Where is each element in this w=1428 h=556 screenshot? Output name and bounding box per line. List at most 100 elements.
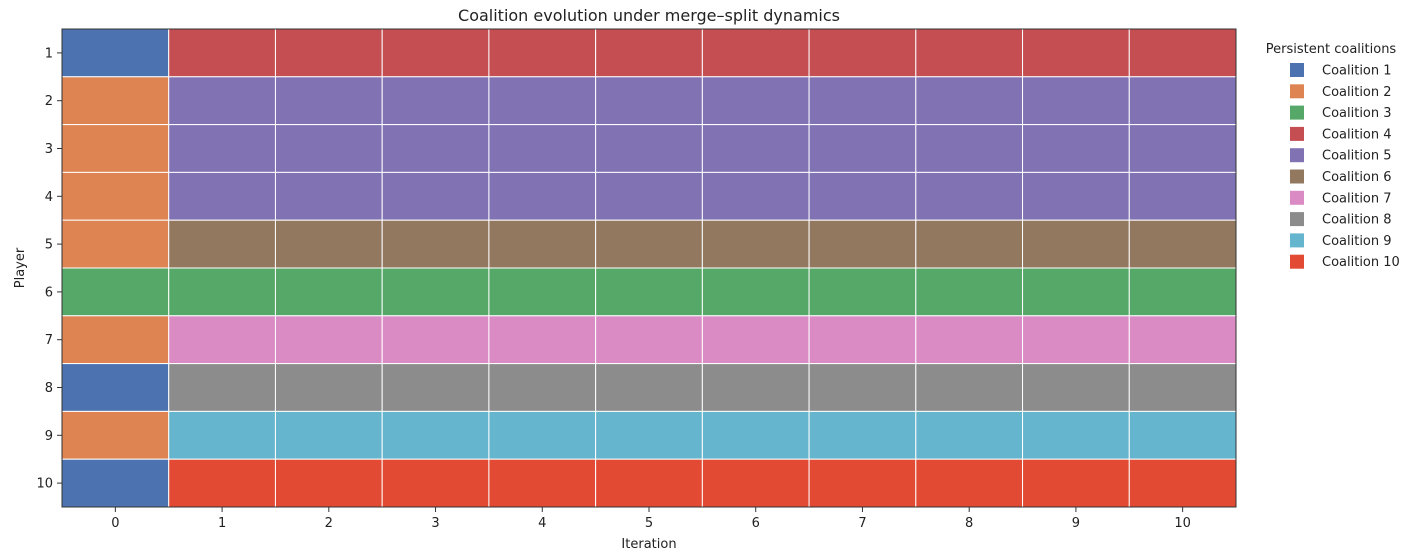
heatmap-cell [808, 267, 917, 317]
heatmap-cell [1022, 363, 1130, 412]
legend-label: Coalition 1 [1322, 64, 1392, 79]
heatmap-cell [168, 315, 276, 365]
heatmap-cell [61, 363, 170, 412]
heatmap-cell [808, 124, 917, 173]
heatmap-cell [595, 458, 703, 508]
heatmap-cell [1022, 124, 1130, 173]
heatmap-cell [274, 219, 383, 269]
heatmap-cell [274, 171, 383, 221]
heatmap-cell [274, 76, 383, 126]
heatmap-cell [808, 458, 917, 508]
heatmap-cell [1128, 124, 1237, 173]
y-tick-label: 7 [45, 333, 53, 348]
heatmap-cell [274, 315, 383, 365]
legend-label: Coalition 4 [1322, 127, 1392, 142]
legend-swatch [1290, 233, 1304, 248]
heatmap-cell [381, 28, 490, 78]
heatmap-cell [1128, 315, 1237, 365]
legend-entries: Coalition 1 Coalition 2 Coalition 3 Coaliti… [1290, 63, 1400, 270]
heatmap-cell [488, 171, 597, 221]
x-axis-label: Iteration [621, 537, 676, 552]
heatmap-cell [488, 363, 597, 412]
x-tick-label: 8 [965, 516, 973, 531]
heatmap-cell [381, 76, 490, 126]
heatmap-cell [381, 219, 490, 269]
heatmap-cell [915, 171, 1024, 221]
heatmap-cell [701, 124, 810, 173]
heatmap-cell [701, 219, 810, 269]
heatmap-cell [701, 171, 810, 221]
heatmap-cell [168, 410, 276, 460]
y-tick-label: 3 [45, 142, 53, 157]
y-tick-label: 1 [45, 46, 53, 61]
heatmap-cell [595, 267, 703, 317]
legend-swatch [1290, 63, 1304, 77]
legend-swatch [1290, 190, 1304, 205]
y-tick-label: 10 [36, 477, 53, 492]
heatmap-cell [595, 171, 703, 221]
heatmap-cell [595, 410, 703, 460]
heatmap-cell [381, 363, 490, 412]
heatmap-cell [381, 315, 490, 365]
legend-swatch [1290, 105, 1304, 120]
heatmap-cell [274, 28, 383, 78]
heatmap-cell [1128, 363, 1237, 412]
heatmap-cell [168, 28, 276, 78]
x-tick-label: 4 [538, 516, 546, 531]
heatmap-cell [168, 219, 276, 269]
x-tick-label: 1 [218, 516, 226, 531]
legend-swatch [1290, 212, 1304, 227]
heatmap-cell [168, 124, 276, 173]
heatmap-cell [61, 28, 170, 78]
y-tick-label: 6 [45, 285, 53, 300]
heatmap-cell [1128, 171, 1237, 221]
legend-label: Coalition 7 [1322, 191, 1392, 206]
heatmap-cell [61, 219, 170, 269]
heatmap-cell [1128, 76, 1237, 126]
heatmap-cell [168, 171, 276, 221]
heatmap-cell [1128, 458, 1237, 508]
heatmap-cell [274, 458, 383, 508]
heatmap-cell [1128, 219, 1237, 269]
heatmap-cell [168, 458, 276, 508]
heatmap-cell [915, 267, 1024, 317]
heatmap-cell [488, 124, 597, 173]
x-tick-label: 3 [431, 516, 439, 531]
heatmap-cell [168, 363, 276, 412]
heatmap-cell [701, 76, 810, 126]
heatmap-cell [488, 315, 597, 365]
heatmap-cell [1128, 28, 1237, 78]
y-tick-label: 2 [45, 94, 53, 109]
heatmap-cell [274, 124, 383, 173]
heatmap-cell [701, 267, 810, 317]
heatmap-cell [808, 363, 917, 412]
legend-swatch [1290, 148, 1304, 163]
heatmap-cell [595, 363, 703, 412]
heatmap-cell [701, 458, 810, 508]
heatmap-cell [701, 315, 810, 365]
heatmap-cell [488, 267, 597, 317]
heatmap-cell [915, 315, 1024, 365]
heatmap-cell [274, 267, 383, 317]
heatmap-cell [808, 315, 917, 365]
heatmap-cell [381, 458, 490, 508]
y-tick-label: 4 [45, 190, 53, 205]
heatmap-cell [381, 171, 490, 221]
heatmap-cell [701, 410, 810, 460]
heatmap-cell [808, 410, 917, 460]
y-axis-label: Player [13, 247, 28, 288]
x-tick-label: 6 [752, 516, 760, 531]
heatmap-cell [808, 76, 917, 126]
heatmap-cell [1022, 171, 1130, 221]
heatmap-cell [168, 76, 276, 126]
heatmap-cell [1022, 28, 1130, 78]
y-tick-label: 5 [45, 238, 53, 253]
heatmap-cell [808, 219, 917, 269]
heatmap-cell [61, 410, 170, 460]
legend-label: Coalition 5 [1322, 149, 1392, 164]
heatmap-cell [1128, 267, 1237, 317]
legend-title: Persistent coalitions [1266, 42, 1397, 57]
heatmap-cell [488, 76, 597, 126]
